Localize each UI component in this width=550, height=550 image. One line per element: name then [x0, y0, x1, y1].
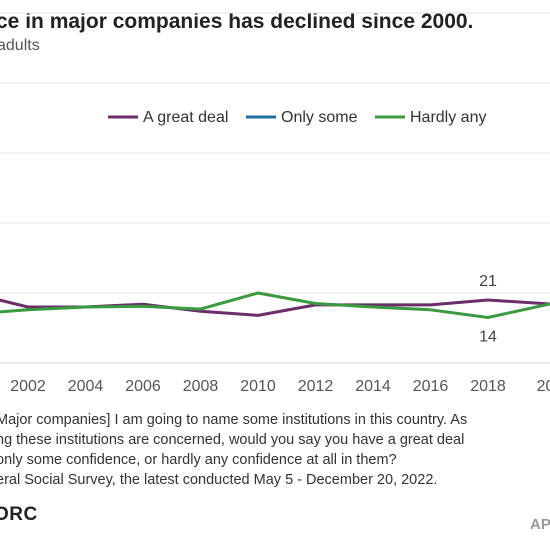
data-label: 14	[479, 329, 497, 346]
source-note: eral Social Survey, the latest conducted…	[0, 472, 438, 488]
data-label: 21	[479, 273, 497, 290]
question-note-line-3: only some confidence, or hardly any conf…	[0, 452, 397, 468]
gridlines	[0, 12, 550, 364]
series-lines	[0, 0, 550, 319]
legend-label: A great deal	[143, 109, 228, 126]
series-line	[0, 291, 550, 319]
x-axis: 2002 2004 2006 2008 2010 2012 2014 2016 2018 20	[10, 378, 550, 395]
x-tick-label: 2002	[10, 378, 46, 395]
legend-label: Only some	[281, 109, 358, 126]
x-tick-label: 2008	[183, 378, 219, 395]
norc-logo: ORC	[0, 504, 38, 525]
chart-title: ce in major companies has declined since…	[0, 10, 474, 33]
x-tick-label: 2016	[413, 378, 449, 395]
x-tick-label: 2006	[125, 378, 161, 395]
x-tick-label: 2012	[298, 378, 334, 395]
series-line	[0, 0, 550, 3]
x-tick-label: 20	[537, 378, 550, 395]
legend-label: Hardly any	[410, 109, 486, 126]
ap-logo: AP	[530, 516, 550, 533]
x-tick-label: 2004	[68, 378, 104, 395]
x-tick-label: 2010	[240, 378, 276, 395]
question-note-line-1: Major companies] I am going to name some…	[0, 412, 468, 428]
legend: A great deal Only some Hardly any	[108, 109, 486, 126]
question-note-line-2: ng these institutions are concerned, wou…	[0, 432, 465, 448]
data-labels: 6560211421	[479, 273, 497, 346]
x-tick-label: 2014	[355, 378, 391, 395]
chart-subtitle: adults	[0, 37, 40, 54]
x-tick-label: 2018	[470, 378, 506, 395]
